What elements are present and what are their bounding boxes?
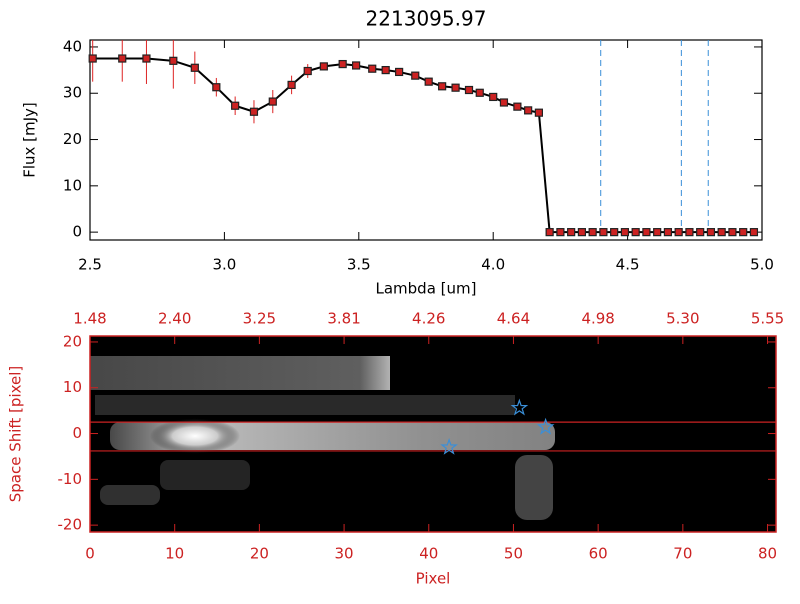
- x2-tick-label: 2.40: [158, 310, 191, 328]
- data-point: [631, 228, 640, 237]
- data-point: [653, 228, 662, 237]
- data-point: [381, 65, 390, 75]
- star-marker: [510, 398, 529, 416]
- x-tick-label: 70: [673, 545, 692, 563]
- data-point: [556, 228, 565, 237]
- data-point: [464, 85, 474, 95]
- star-marker: [536, 417, 555, 435]
- x2-tick-label: 5.30: [666, 310, 699, 328]
- data-point: [545, 228, 554, 237]
- data-point: [424, 77, 433, 86]
- x-tick-label: 3.0: [212, 256, 236, 274]
- x2-tick-label: 4.98: [581, 310, 614, 328]
- data-point: [588, 228, 597, 237]
- x-tick-label: 10: [165, 545, 184, 563]
- x-tick-label: 30: [335, 545, 354, 563]
- x-tick-label: 2.5: [78, 256, 102, 274]
- x-tick-label: 20: [250, 545, 269, 563]
- data-point: [739, 228, 748, 237]
- y-tick-label: 0: [72, 424, 82, 442]
- y-tick-label: 30: [63, 84, 82, 102]
- x2-tick-label: 3.81: [327, 310, 360, 328]
- data-point: [620, 228, 630, 237]
- spectrum-image: [90, 336, 776, 532]
- x2-tick-label: 1.48: [73, 310, 106, 328]
- x-axis-label: Pixel: [416, 570, 451, 588]
- data-point: [706, 228, 716, 237]
- data-point: [663, 228, 673, 237]
- y-axis-label: Flux [mJy]: [21, 102, 39, 178]
- star-marker: [440, 437, 458, 455]
- data-point: [513, 102, 522, 111]
- x2-tick-label: 3.25: [243, 310, 276, 328]
- x2-tick-label: 5.55: [751, 310, 784, 328]
- data-point: [212, 83, 221, 92]
- data-point: [169, 56, 178, 65]
- data-point: [190, 63, 199, 72]
- data-point: [142, 54, 151, 63]
- data-point: [534, 108, 543, 117]
- data-point: [287, 80, 296, 90]
- x-tick-label: 80: [758, 545, 777, 563]
- y-tick-label: 20: [63, 332, 82, 350]
- data-point: [717, 228, 726, 237]
- x-tick-label: 4.5: [616, 256, 640, 274]
- data-point: [319, 62, 328, 71]
- data-point: [118, 54, 127, 63]
- data-point: [438, 82, 447, 91]
- data-point: [368, 64, 377, 73]
- x-tick-label: 3.5: [347, 256, 371, 274]
- data-point: [395, 67, 404, 77]
- chart-title: 2213095.97: [366, 7, 487, 31]
- data-point: [696, 228, 705, 237]
- data-point: [231, 101, 240, 110]
- x2-tick-label: 4.64: [497, 310, 530, 328]
- data-point: [338, 59, 347, 69]
- data-point: [451, 83, 460, 92]
- data-point: [249, 107, 259, 116]
- y-tick-label: 40: [63, 37, 82, 55]
- data-point: [475, 88, 484, 97]
- y-tick-label: -20: [58, 516, 83, 534]
- x-tick-label: 50: [504, 545, 523, 563]
- data-point: [303, 66, 312, 76]
- x2-tick-label: 4.26: [412, 310, 445, 328]
- data-line: [92, 57, 754, 234]
- x-tick-label: 40: [419, 545, 438, 563]
- y-axis-label: Space Shift [pixel]: [7, 366, 25, 503]
- data-point: [610, 228, 619, 237]
- y-tick-label: 20: [63, 130, 82, 148]
- data-point: [411, 71, 420, 80]
- data-point: [499, 98, 509, 107]
- data-point: [88, 54, 97, 63]
- x-tick-label: 4.0: [481, 256, 505, 274]
- data-point: [577, 228, 587, 237]
- data-point: [268, 97, 277, 106]
- data-point: [674, 228, 683, 237]
- data-point: [685, 228, 694, 237]
- data-point: [728, 228, 737, 237]
- y-tick-label: 0: [72, 223, 82, 241]
- y-tick-label: 10: [63, 176, 82, 194]
- y-tick-label: -10: [58, 470, 83, 488]
- data-point: [567, 228, 576, 237]
- x-tick-label: 60: [589, 545, 608, 563]
- data-point: [599, 228, 608, 237]
- x-tick-label: 5.0: [750, 256, 774, 274]
- data-point: [642, 228, 651, 237]
- data-point: [352, 61, 361, 70]
- y-tick-label: 10: [63, 378, 82, 396]
- x-axis-label: Lambda [um]: [376, 280, 477, 298]
- data-point: [524, 106, 533, 115]
- x-tick-label: 0: [85, 545, 95, 563]
- data-point: [489, 92, 498, 102]
- data-point: [749, 228, 759, 237]
